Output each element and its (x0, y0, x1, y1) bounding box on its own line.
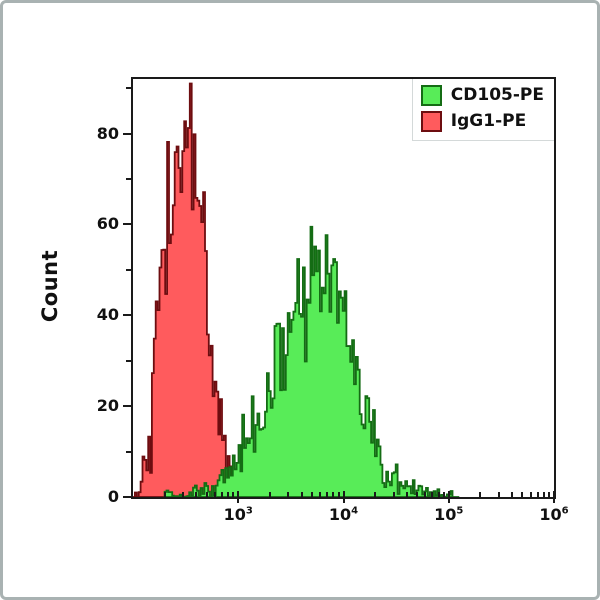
x-tick-minor (310, 492, 313, 497)
legend-swatch-icon (420, 85, 442, 106)
x-tick-minor (319, 492, 322, 497)
x-tick-minor (213, 492, 216, 497)
y-tick-minor (126, 268, 131, 271)
x-tick-label: 103 (223, 505, 253, 524)
y-axis-title: Count (38, 249, 62, 323)
histogram-layer (133, 82, 460, 497)
y-tick-label: 80 (96, 123, 119, 143)
x-tick-minor (431, 492, 434, 497)
y-tick-label: 0 (107, 487, 119, 506)
x-tick-major (237, 491, 240, 503)
x-tick-minor (479, 492, 482, 497)
y-tick-label: 40 (96, 305, 119, 325)
x-tick-label: 106 (539, 505, 569, 524)
x-tick-label: 104 (328, 505, 359, 524)
x-tick-major (553, 491, 555, 503)
x-tick-minor (442, 492, 445, 497)
x-tick-minor (195, 492, 198, 497)
legend-item: IgG1-PE (420, 111, 544, 132)
x-tick-minor (326, 492, 329, 497)
y-tick-minor (126, 450, 131, 453)
x-tick-minor (300, 492, 303, 497)
x-tick-minor (521, 492, 524, 497)
y-tick-major (123, 496, 131, 498)
x-tick-minor (392, 492, 395, 497)
x-tick-minor (542, 492, 545, 497)
x-tick-minor (511, 492, 514, 497)
x-tick-minor (182, 492, 185, 497)
x-tick-minor (405, 492, 408, 497)
x-tick-minor (497, 492, 500, 497)
legend-label: CD105-PE (450, 85, 544, 105)
x-tick-minor (220, 492, 223, 497)
legend-box: CD105-PE IgG1-PE (411, 79, 554, 141)
x-tick-minor (337, 492, 340, 497)
x-tick-label: 105 (434, 505, 464, 524)
y-tick-minor (126, 359, 131, 362)
y-tick-minor (126, 87, 131, 90)
x-tick-major (447, 491, 450, 503)
x-tick-minor (227, 492, 230, 497)
plot-area: 0 20 40 60 80 103 104 105 106 CD105-PE IgG1-PE (97, 77, 569, 523)
x-tick-minor (424, 492, 427, 497)
x-tick-major (342, 491, 345, 503)
x-tick-minor (529, 492, 532, 497)
x-tick-minor (332, 492, 335, 497)
x-tick-minor (536, 492, 539, 497)
legend-label: IgG1-PE (450, 111, 527, 131)
y-tick-label: 60 (96, 214, 119, 234)
y-tick-major (123, 314, 131, 317)
x-tick-minor (416, 492, 419, 497)
x-tick-minor (548, 492, 551, 497)
x-tick-minor (287, 492, 290, 497)
x-tick-minor (232, 492, 235, 497)
y-tick-major (123, 223, 131, 226)
x-tick-minor (268, 492, 271, 497)
legend-item: CD105-PE (420, 85, 544, 106)
legend-swatch-icon (420, 111, 442, 132)
x-tick-minor (205, 492, 208, 497)
x-tick-minor (163, 492, 166, 497)
x-tick-minor (437, 492, 440, 497)
x-tick-minor (374, 492, 377, 497)
y-tick-major (123, 405, 131, 408)
y-tick-label: 20 (96, 396, 119, 416)
y-tick-major (123, 132, 131, 135)
y-tick-minor (126, 177, 131, 180)
